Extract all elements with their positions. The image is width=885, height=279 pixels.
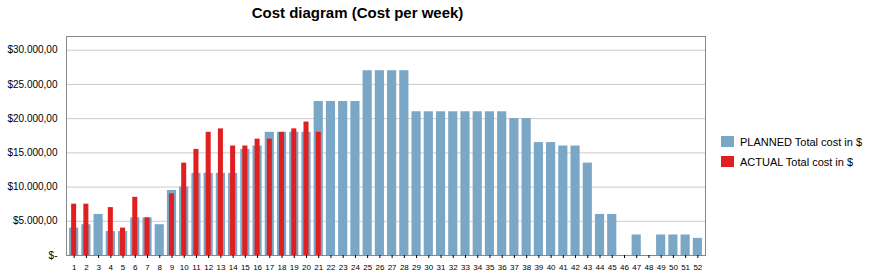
svg-text:$20.000,00: $20.000,00 — [7, 113, 57, 124]
svg-text:43: 43 — [583, 263, 592, 272]
svg-text:$5.000,00: $5.000,00 — [13, 215, 58, 226]
html-text:Cost diagram (Cost per week): Cost diagram (Cost per week) — [251, 4, 464, 21]
svg-text:3: 3 — [96, 263, 101, 272]
svg-text:42: 42 — [571, 263, 580, 272]
svg-text:2: 2 — [84, 263, 89, 272]
svg-text:14: 14 — [229, 263, 238, 272]
svg-text:51: 51 — [681, 263, 690, 272]
svg-text:52: 52 — [693, 263, 702, 272]
svg-text:9: 9 — [170, 263, 175, 272]
svg-text:12: 12 — [204, 263, 213, 272]
svg-text:48: 48 — [644, 263, 653, 272]
html-text:PLANNED Total cost in $: PLANNED Total cost in $ — [740, 135, 863, 148]
svg-text:10: 10 — [180, 263, 189, 272]
svg-text:6: 6 — [133, 263, 138, 272]
svg-text:5: 5 — [121, 263, 126, 272]
svg-text:27: 27 — [388, 263, 397, 272]
svg-text:41: 41 — [559, 263, 568, 272]
svg-text:31: 31 — [437, 263, 446, 272]
svg-text:20: 20 — [302, 263, 311, 272]
svg-text:45: 45 — [608, 263, 617, 272]
svg-text:29: 29 — [412, 263, 421, 272]
svg-text:22: 22 — [327, 263, 336, 272]
svg-text:8: 8 — [158, 263, 163, 272]
svg-text:$15.000,00: $15.000,00 — [7, 147, 57, 158]
svg-text:1: 1 — [72, 263, 77, 272]
svg-text:21: 21 — [314, 263, 323, 272]
html-text:ACTUAL Total cost in $: ACTUAL Total cost in $ — [740, 155, 854, 168]
svg-text:23: 23 — [339, 263, 348, 272]
svg-text:$-: $- — [49, 250, 58, 261]
svg-text:$10.000,00: $10.000,00 — [7, 181, 57, 192]
svg-text:30: 30 — [424, 263, 433, 272]
svg-text:38: 38 — [522, 263, 531, 272]
svg-text:40: 40 — [547, 263, 556, 272]
svg-text:46: 46 — [620, 263, 629, 272]
svg-text:11: 11 — [192, 263, 201, 272]
svg-text:18: 18 — [278, 263, 287, 272]
svg-text:39: 39 — [534, 263, 543, 272]
svg-text:49: 49 — [657, 263, 666, 272]
svg-text:19: 19 — [290, 263, 299, 272]
svg-text:44: 44 — [596, 263, 605, 272]
svg-text:$30.000,00: $30.000,00 — [7, 44, 57, 55]
svg-text:28: 28 — [400, 263, 409, 272]
svg-text:36: 36 — [498, 263, 507, 272]
svg-text:$25.000,00: $25.000,00 — [7, 79, 57, 90]
svg-text:26: 26 — [375, 263, 384, 272]
svg-text:50: 50 — [669, 263, 678, 272]
svg-text:33: 33 — [461, 263, 470, 272]
svg-text:17: 17 — [265, 263, 274, 272]
svg-text:34: 34 — [473, 263, 482, 272]
svg-text:16: 16 — [253, 263, 262, 272]
svg-text:37: 37 — [510, 263, 519, 272]
svg-text:13: 13 — [216, 263, 225, 272]
svg-text:32: 32 — [449, 263, 458, 272]
svg-text:7: 7 — [145, 263, 150, 272]
svg-text:35: 35 — [485, 263, 494, 272]
svg-text:25: 25 — [363, 263, 372, 272]
svg-text:15: 15 — [241, 263, 250, 272]
svg-text:47: 47 — [632, 263, 641, 272]
svg-text:24: 24 — [351, 263, 360, 272]
svg-text:4: 4 — [109, 263, 114, 272]
